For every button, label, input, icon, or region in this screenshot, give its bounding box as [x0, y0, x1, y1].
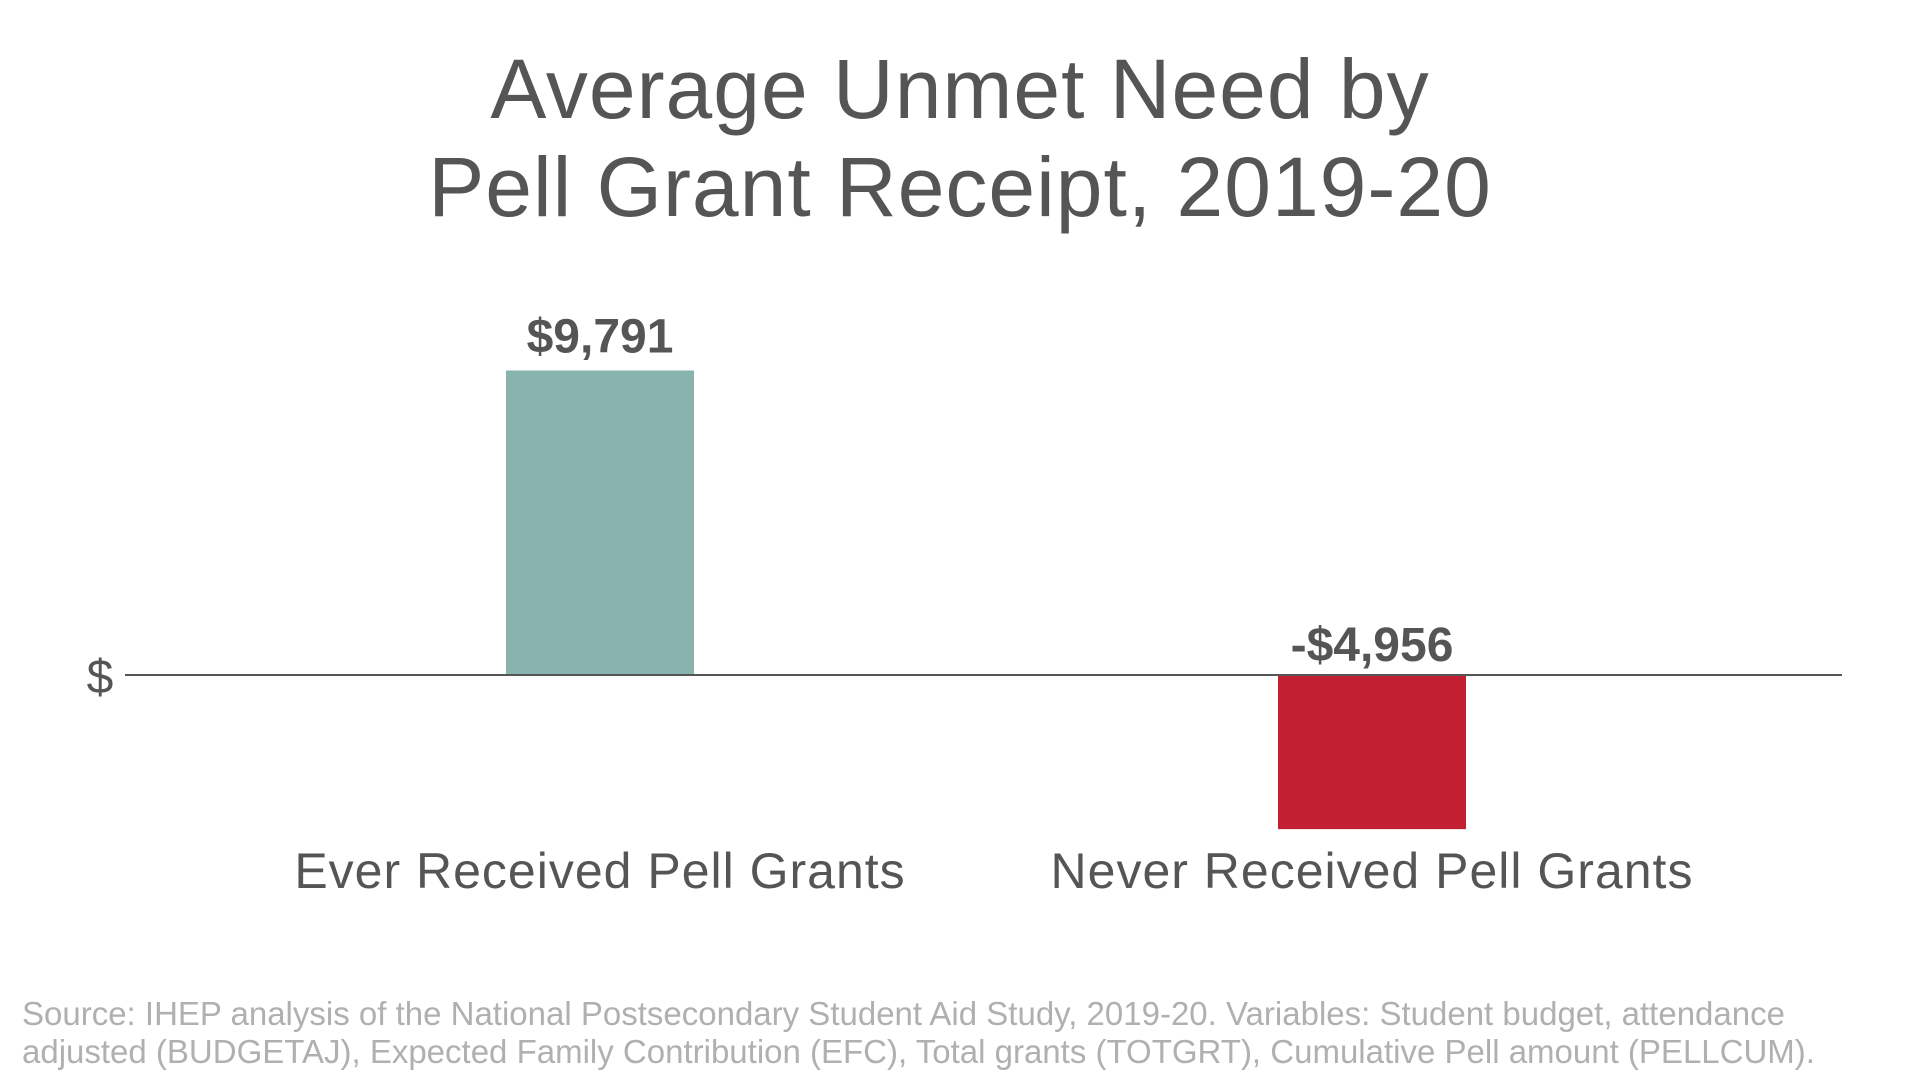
chart-title-line-2: Pell Grant Receipt, 2019-20: [428, 140, 1492, 234]
category-label-1: Ever Received Pell Grants: [294, 843, 905, 899]
y-tick-label: $: [87, 651, 114, 704]
chart-title: Average Unmet Need by Pell Grant Receipt…: [0, 40, 1920, 236]
category-label-2: Never Received Pell Grants: [1051, 843, 1694, 899]
bar-1: [506, 370, 694, 675]
source-note: Source: IHEP analysis of the National Po…: [22, 995, 1815, 1070]
data-label-2: -$4,956: [1291, 619, 1454, 672]
data-label-1: $9,791: [527, 310, 674, 363]
bar-2: [1278, 675, 1466, 830]
chart-title-line-1: Average Unmet Need by: [490, 42, 1430, 136]
